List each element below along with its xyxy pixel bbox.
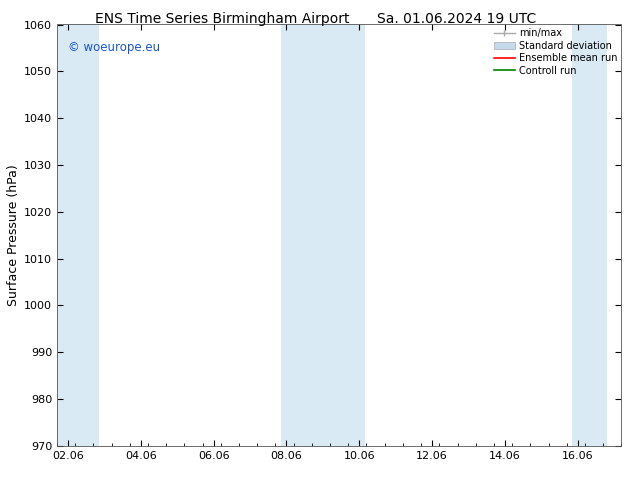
Legend: min/max, Standard deviation, Ensemble mean run, Controll run: min/max, Standard deviation, Ensemble me… (492, 26, 619, 77)
Y-axis label: Surface Pressure (hPa): Surface Pressure (hPa) (7, 164, 20, 306)
Text: © woeurope.eu: © woeurope.eu (68, 41, 160, 54)
Bar (281, 24, 365, 446)
Text: ENS Time Series Birmingham Airport: ENS Time Series Birmingham Airport (94, 12, 349, 26)
Bar (57, 24, 99, 446)
Bar (572, 24, 607, 446)
Text: Sa. 01.06.2024 19 UTC: Sa. 01.06.2024 19 UTC (377, 12, 536, 26)
